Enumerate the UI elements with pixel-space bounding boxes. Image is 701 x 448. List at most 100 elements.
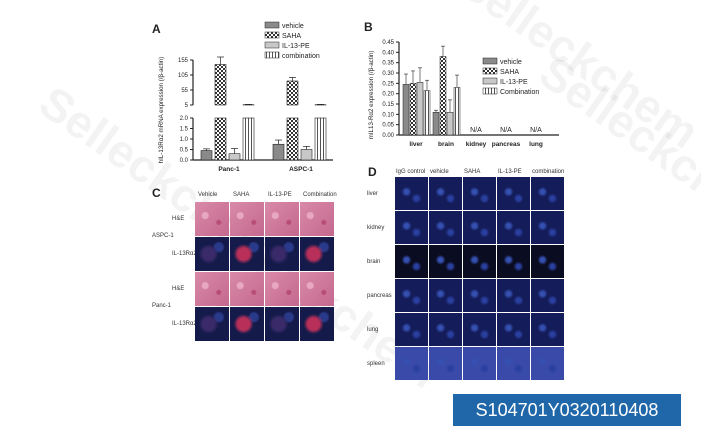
- y-tick-label: 0.20: [382, 92, 394, 98]
- y-tick-label: 0.40: [382, 50, 394, 56]
- panel-d-micrograph: [463, 279, 496, 312]
- panel-d: IgG control vehicle SAHA IL-13-PE combinatio…: [365, 165, 564, 395]
- bar: [423, 90, 431, 136]
- panel-c-micrograph: [265, 237, 299, 271]
- panel-c-micrograph: [195, 272, 229, 306]
- y-tick-label: 5: [185, 103, 189, 109]
- panel-d-column-label: IgG control: [396, 169, 426, 175]
- panel-c: Vehicle SAHA IL-13-PE Combination ASPC-1 H&E…: [150, 190, 355, 350]
- panel-d-micrograph: [429, 279, 462, 312]
- panel-letter-c: C: [152, 186, 161, 200]
- panel-d-micrograph: [531, 279, 564, 312]
- panel-d-micrograph: [395, 279, 428, 312]
- panel-d-micrograph: [531, 347, 564, 380]
- panel-c-micrograph: [230, 202, 264, 236]
- panel-c-micrograph: [265, 307, 299, 341]
- y-axis-label: mIL13-Rα2 expression (/β-actin): [368, 51, 375, 140]
- chart-a: hIL-13Rα2 mRNA expression (/β-actin) 0.0 0…: [158, 21, 333, 173]
- y-tick-label: 0.10: [382, 112, 394, 118]
- panel-d-column-label: combination: [532, 169, 565, 175]
- panel-d-micrograph: [395, 177, 428, 210]
- bar: [300, 149, 313, 161]
- legend-label: SAHA: [282, 33, 301, 40]
- panel-letter-b: B: [364, 20, 373, 34]
- y-axis-label: hIL-13Rα2 mRNA expression (/β-actin): [158, 57, 165, 164]
- x-tick-label: pancreas: [492, 141, 521, 148]
- panel-d-row-label: liver: [367, 190, 379, 197]
- bar: [286, 80, 299, 106]
- y-tick-label: 0.35: [382, 61, 394, 67]
- bar: [314, 117, 327, 161]
- panel-d-micrograph: [497, 313, 530, 346]
- panel-d-row-label: lung: [367, 326, 379, 333]
- bar: [228, 153, 241, 161]
- panel-d-micrograph: [531, 211, 564, 244]
- panel-d-micrograph: [463, 313, 496, 346]
- y-tick-label: 0.15: [382, 102, 394, 108]
- panel-d-micrograph: [463, 177, 496, 210]
- bar: [272, 143, 285, 161]
- panel-d-micrograph: [531, 245, 564, 278]
- x-tick-label: ASPC-1: [289, 166, 313, 173]
- panel-d-micrograph: [463, 347, 496, 380]
- legend-label: IL-13-PE: [500, 79, 528, 86]
- y-tick-label: 0.25: [382, 81, 394, 87]
- panel-letter-a: A: [152, 22, 161, 36]
- panel-d-micrograph: [429, 177, 462, 210]
- legend-swatch: [482, 87, 498, 95]
- legend-swatch: [264, 51, 280, 59]
- panel-c-micrograph: [230, 272, 264, 306]
- x-tick-label: liver: [409, 141, 423, 148]
- panel-c-group-label: ASPC-1: [152, 233, 174, 239]
- legend-swatch: [264, 41, 280, 49]
- y-tick-label: 0.45: [382, 40, 394, 46]
- panel-d-micrograph: [531, 313, 564, 346]
- panel-d-micrograph: [497, 279, 530, 312]
- panel-d-row-label: kidney: [367, 224, 385, 231]
- bar: [214, 117, 227, 161]
- panel-c-column-label: Vehicle: [198, 192, 218, 198]
- panel-c-micrograph: [265, 202, 299, 236]
- legend-swatch: [482, 57, 498, 65]
- panel-d-micrograph: [395, 245, 428, 278]
- panel-c-micrograph: [230, 237, 264, 271]
- panel-d-micrograph: [395, 211, 428, 244]
- y-tick-label: 1.0: [180, 137, 189, 143]
- x-tick-label: Panc-1: [218, 166, 240, 173]
- panel-c-micrograph: [265, 272, 299, 306]
- panel-letter-d: D: [368, 165, 377, 179]
- bar: [242, 117, 255, 161]
- panel-c-row-label: H&E: [172, 286, 185, 292]
- legend-label: IL-13-PE: [282, 43, 310, 50]
- panel-d-micrograph: [429, 245, 462, 278]
- panel-c-column-label: SAHA: [233, 192, 250, 198]
- panel-d-micrograph: [497, 211, 530, 244]
- panel-c-column-label: Combination: [303, 192, 337, 198]
- bar: [402, 84, 410, 136]
- x-tick-label: brain: [438, 141, 454, 148]
- panel-c-column-label: IL-13-PE: [268, 192, 292, 198]
- panel-c-micrograph: [195, 202, 229, 236]
- y-tick-label: 155: [178, 58, 189, 64]
- bar: [453, 87, 461, 136]
- y-tick-label: 1.5: [180, 127, 189, 133]
- panel-d-row-label: pancreas: [367, 292, 392, 299]
- panel-c-micrograph: [300, 202, 334, 236]
- legend-swatch: [264, 21, 280, 29]
- panel-d-column-label: IL-13-PE: [498, 169, 522, 175]
- y-tick-label: 0.05: [382, 123, 394, 129]
- bar: [409, 83, 417, 136]
- y-tick-label: 55: [181, 88, 188, 94]
- legend-label: combination: [282, 53, 320, 60]
- chart-b: mIL13-Rα2 expression (/β-actin) 0.00 0.05 0…: [368, 40, 559, 148]
- panel-d-micrograph: [463, 211, 496, 244]
- panel-c-micrograph: [195, 307, 229, 341]
- panel-c-micrograph: [300, 272, 334, 306]
- bar: [286, 117, 299, 161]
- panel-c-micrograph: [300, 237, 334, 271]
- panel-c-micrograph: [195, 237, 229, 271]
- y-tick-label: 0.00: [382, 133, 394, 139]
- panel-c-row-label: H&E: [172, 216, 185, 222]
- bar: [439, 56, 447, 136]
- panel-d-row-label: brain: [367, 258, 381, 265]
